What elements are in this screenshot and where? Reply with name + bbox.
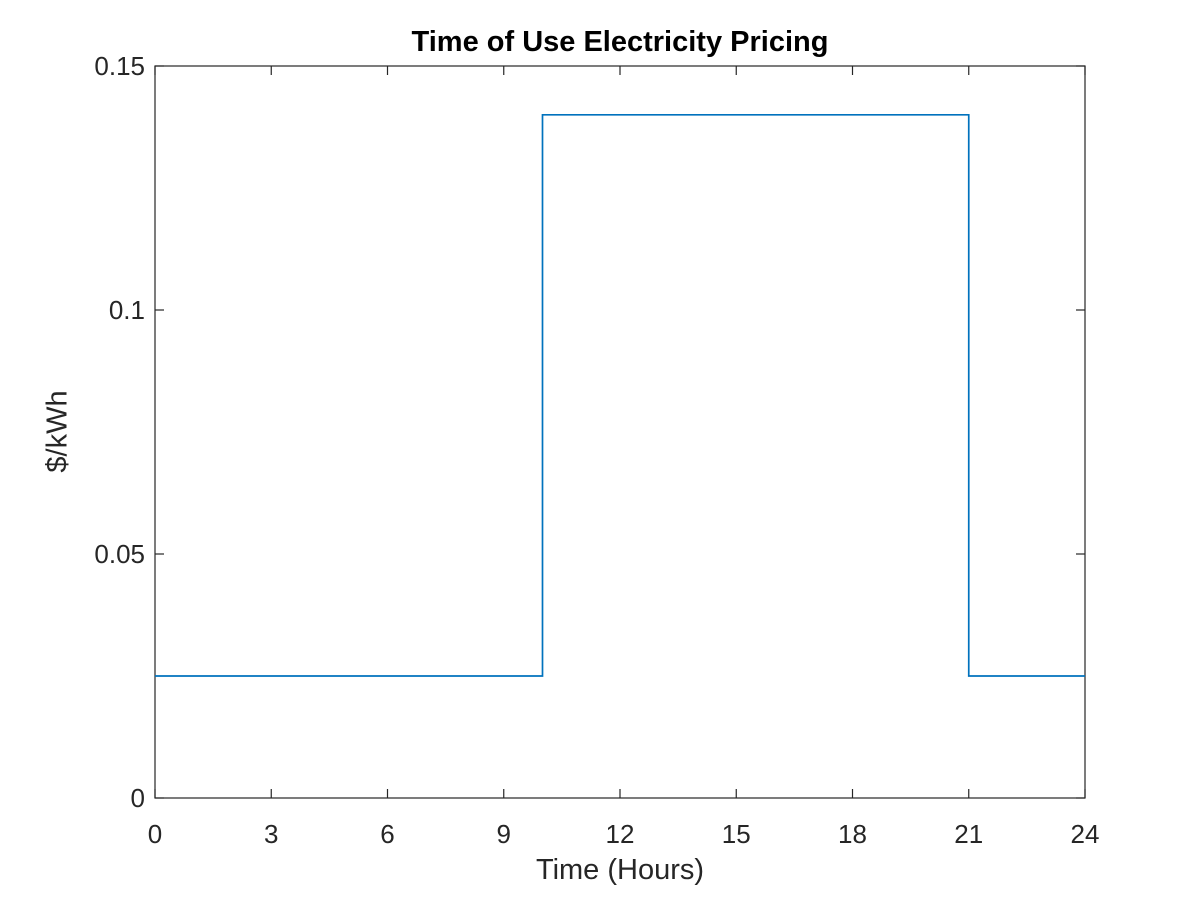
x-tick-label: 9 bbox=[497, 819, 511, 849]
x-axis-label: Time (Hours) bbox=[535, 854, 705, 886]
axis-box bbox=[154, 65, 1086, 799]
y-tick-label: 0 bbox=[131, 783, 145, 813]
y-tick-label: 0.1 bbox=[109, 295, 145, 325]
x-tick-label: 15 bbox=[722, 819, 751, 849]
y-tick-label: 0.05 bbox=[94, 539, 145, 569]
x-tick-label: 0 bbox=[148, 819, 162, 849]
x-tick-label: 24 bbox=[1071, 819, 1100, 849]
x-tick-label: 6 bbox=[380, 819, 394, 849]
x-tick-label: 18 bbox=[838, 819, 867, 849]
chart-title: Time of Use Electricity Pricing bbox=[411, 26, 829, 58]
y-axis-label: $/kWh bbox=[41, 390, 74, 473]
x-tick-label: 12 bbox=[606, 819, 635, 849]
x-tick-label: 21 bbox=[954, 819, 983, 849]
price-step-line bbox=[155, 113, 1085, 677]
x-tick-label: 3 bbox=[264, 819, 278, 849]
y-tick-label: 0.15 bbox=[94, 51, 145, 81]
